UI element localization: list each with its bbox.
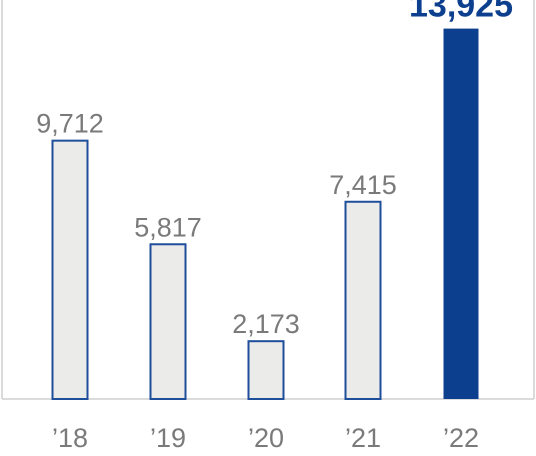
bars-group: [51, 28, 479, 401]
bar-2: [247, 340, 285, 401]
x-tick-label-4: ’22: [443, 423, 479, 451]
value-label-1: 5,817: [134, 212, 202, 242]
x-tick-label-0: ’18: [52, 423, 88, 451]
bar-4: [443, 28, 479, 399]
value-label-4: 13,925: [409, 0, 513, 25]
bar-0: [51, 139, 89, 400]
x-tick-label-1: ’19: [150, 423, 186, 451]
x-tick-label-2: ’20: [248, 423, 284, 451]
value-label-0: 9,712: [36, 109, 104, 139]
bar-3: [344, 200, 382, 400]
value-label-3: 7,415: [329, 170, 397, 200]
value-labels-group: 9,712 5,817 2,173 7,415 13,925: [36, 0, 513, 339]
bar-1: [149, 243, 187, 400]
x-tick-label-3: ’21: [345, 423, 381, 451]
value-label-2: 2,173: [232, 309, 300, 339]
tick-labels-group: ’18 ’19 ’20 ’21 ’22: [52, 423, 479, 453]
